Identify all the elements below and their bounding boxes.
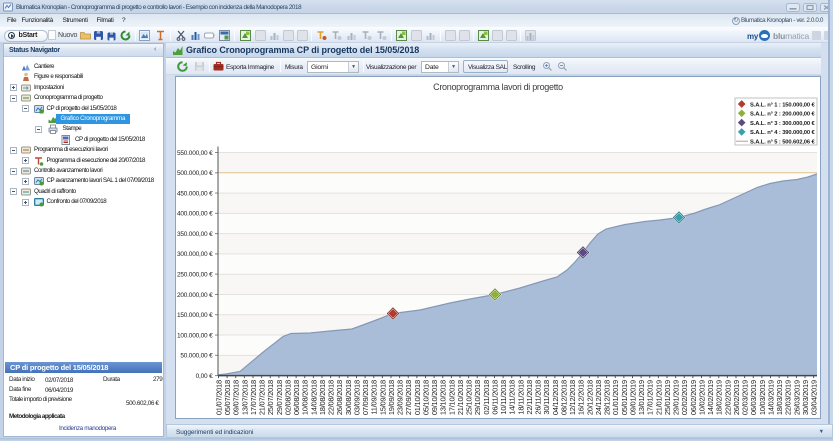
svg-text:09/07/2018: 09/07/2018 [232,380,241,415]
svg-text:18/08/2018: 18/08/2018 [318,380,327,415]
svg-text:14/02/2019: 14/02/2019 [706,380,715,415]
svg-text:26/03/2019: 26/03/2019 [792,380,801,415]
svg-text:30/03/2019: 30/03/2019 [801,380,810,415]
svg-text:12/12/2018: 12/12/2018 [568,380,577,415]
svg-text:06/08/2018: 06/08/2018 [292,380,301,415]
svg-text:18/03/2019: 18/03/2019 [775,380,784,415]
svg-text:01/01/2019: 01/01/2019 [611,380,620,415]
svg-text:10/08/2018: 10/08/2018 [301,380,310,415]
svg-text:21/01/2019: 21/01/2019 [654,380,663,415]
svg-text:22/08/2018: 22/08/2018 [327,380,336,415]
svg-text:16/12/2018: 16/12/2018 [577,380,586,415]
svg-text:10/02/2019: 10/02/2019 [698,380,707,415]
svg-text:350.000,00 €: 350.000,00 € [177,231,213,238]
svg-text:13/07/2018: 13/07/2018 [240,380,249,415]
svg-text:21/07/2018: 21/07/2018 [258,380,267,415]
svg-text:03/04/2019: 03/04/2019 [810,380,819,415]
svg-text:08/12/2018: 08/12/2018 [560,380,569,415]
svg-text:250.000,00 €: 250.000,00 € [177,271,213,278]
svg-text:30/11/2018: 30/11/2018 [542,380,551,415]
svg-text:28/12/2018: 28/12/2018 [603,380,612,415]
svg-text:02/11/2018: 02/11/2018 [482,380,491,415]
svg-text:25/07/2018: 25/07/2018 [266,380,275,415]
svg-text:S.A.L. n° 3 : 300.000,00 €: S.A.L. n° 3 : 300.000,00 € [750,121,816,127]
svg-text:50.000,00 €: 50.000,00 € [180,353,213,360]
svg-text:23/09/2018: 23/09/2018 [396,380,405,415]
svg-text:21/10/2018: 21/10/2018 [456,380,465,415]
svg-text:22/11/2018: 22/11/2018 [525,380,534,415]
svg-text:0,00 €: 0,00 € [196,373,213,380]
svg-text:300.000,00 €: 300.000,00 € [177,251,213,258]
svg-text:18/02/2019: 18/02/2019 [715,380,724,415]
svg-text:01/10/2018: 01/10/2018 [413,380,422,415]
svg-text:02/08/2018: 02/08/2018 [284,380,293,415]
svg-text:26/11/2018: 26/11/2018 [534,380,543,415]
svg-text:09/01/2019: 09/01/2019 [629,380,638,415]
svg-text:24/12/2018: 24/12/2018 [594,380,603,415]
svg-text:13/01/2019: 13/01/2019 [637,380,646,415]
svg-text:15/09/2018: 15/09/2018 [378,380,387,415]
svg-text:29/10/2018: 29/10/2018 [473,380,482,415]
svg-text:05/01/2019: 05/01/2019 [620,380,629,415]
svg-text:02/03/2019: 02/03/2019 [741,380,750,415]
svg-text:100.000,00 €: 100.000,00 € [177,332,213,339]
svg-text:20/12/2018: 20/12/2018 [585,380,594,415]
svg-text:150.000,00 €: 150.000,00 € [177,312,213,319]
svg-text:05/10/2018: 05/10/2018 [422,380,431,415]
svg-text:29/07/2018: 29/07/2018 [275,380,284,415]
svg-text:S.A.L. n° 2 : 200.000,00 €: S.A.L. n° 2 : 200.000,00 € [750,112,816,118]
svg-text:10/03/2019: 10/03/2019 [758,380,767,415]
svg-text:17/10/2018: 17/10/2018 [447,380,456,415]
svg-text:07/09/2018: 07/09/2018 [361,380,370,415]
svg-text:29/01/2019: 29/01/2019 [672,380,681,415]
svg-text:02/02/2019: 02/02/2019 [680,380,689,415]
svg-text:11/09/2018: 11/09/2018 [370,380,379,415]
svg-text:400.000,00 €: 400.000,00 € [177,211,213,218]
svg-text:25/10/2018: 25/10/2018 [465,380,474,415]
svg-text:06/11/2018: 06/11/2018 [491,380,500,415]
svg-text:S.A.L. n° 5 : 500.602,06 €: S.A.L. n° 5 : 500.602,06 € [750,140,816,146]
svg-text:14/08/2018: 14/08/2018 [309,380,318,415]
svg-text:03/09/2018: 03/09/2018 [353,380,362,415]
svg-text:S.A.L. n° 4 : 390.000,00 €: S.A.L. n° 4 : 390.000,00 € [750,130,816,136]
svg-text:05/07/2018: 05/07/2018 [223,380,232,415]
svg-text:26/08/2018: 26/08/2018 [335,380,344,415]
svg-text:500.000,00 €: 500.000,00 € [177,170,213,177]
svg-text:27/09/2018: 27/09/2018 [404,380,413,415]
svg-text:22/03/2019: 22/03/2019 [784,380,793,415]
svg-text:18/11/2018: 18/11/2018 [516,380,525,415]
svg-text:10/11/2018: 10/11/2018 [499,380,508,415]
svg-text:26/02/2019: 26/02/2019 [732,380,741,415]
svg-text:19/09/2018: 19/09/2018 [387,380,396,415]
svg-text:25/01/2019: 25/01/2019 [663,380,672,415]
svg-text:17/07/2018: 17/07/2018 [249,380,258,415]
svg-text:09/10/2018: 09/10/2018 [430,380,439,415]
svg-text:14/03/2019: 14/03/2019 [767,380,776,415]
svg-text:S.A.L. n° 1 : 150.000,00 €: S.A.L. n° 1 : 150.000,00 € [750,102,816,108]
svg-text:06/03/2019: 06/03/2019 [749,380,758,415]
svg-text:06/02/2019: 06/02/2019 [689,380,698,415]
svg-text:30/08/2018: 30/08/2018 [344,380,353,415]
svg-text:13/10/2018: 13/10/2018 [439,380,448,415]
svg-text:04/12/2018: 04/12/2018 [551,380,560,415]
svg-text:17/01/2019: 17/01/2019 [646,380,655,415]
svg-text:200.000,00 €: 200.000,00 € [177,292,213,299]
svg-text:14/11/2018: 14/11/2018 [508,380,517,415]
svg-text:22/02/2019: 22/02/2019 [723,380,732,415]
svg-text:450.000,00 €: 450.000,00 € [177,190,213,197]
svg-text:550.000,00 €: 550.000,00 € [177,150,213,157]
svg-text:01/07/2018: 01/07/2018 [215,380,224,415]
